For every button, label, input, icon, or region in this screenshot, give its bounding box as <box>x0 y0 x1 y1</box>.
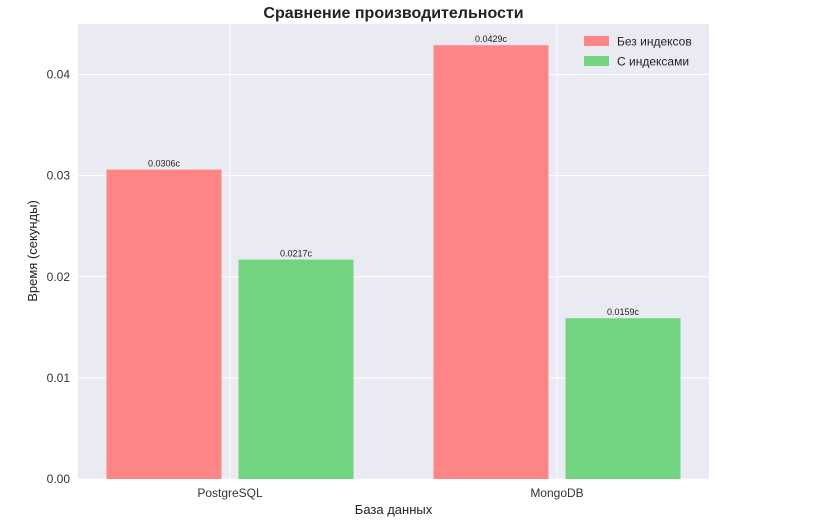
y-tick-label: 0.03 <box>47 169 71 183</box>
x-tick-label: MongoDB <box>530 486 583 500</box>
legend-label: Без индексов <box>617 35 692 49</box>
y-axis: 0.00 0.01 0.02 0.03 0.04 <box>47 68 71 486</box>
legend-label: С индексами <box>617 55 689 69</box>
bar-value-label: 0.0159с <box>607 307 640 317</box>
bar <box>433 45 549 479</box>
legend-swatch <box>584 36 609 46</box>
bar-value-label: 0.0429с <box>475 34 508 44</box>
chart-title: Сравнение производительности <box>263 5 523 22</box>
x-tick-label: PostgreSQL <box>197 486 263 500</box>
bar <box>238 259 354 479</box>
y-tick-label: 0.00 <box>47 472 71 486</box>
x-axis-label: База данных <box>355 502 433 517</box>
bar <box>106 169 222 479</box>
y-tick-label: 0.02 <box>47 270 71 284</box>
bar-value-label: 0.0217с <box>280 249 313 259</box>
x-axis: PostgreSQL MongoDB <box>197 486 583 500</box>
legend: Без индексов С индексами <box>584 35 692 69</box>
y-axis-label: Время (секунды) <box>25 200 40 302</box>
bar-value-label: 0.0306с <box>148 159 181 169</box>
legend-swatch <box>584 56 609 66</box>
y-tick-label: 0.01 <box>47 371 71 385</box>
bar <box>565 318 681 479</box>
bar-labels: 0.0306с 0.0217с 0.0429с 0.0159с <box>148 34 640 317</box>
y-tick-label: 0.04 <box>47 68 71 82</box>
bars <box>106 45 681 479</box>
